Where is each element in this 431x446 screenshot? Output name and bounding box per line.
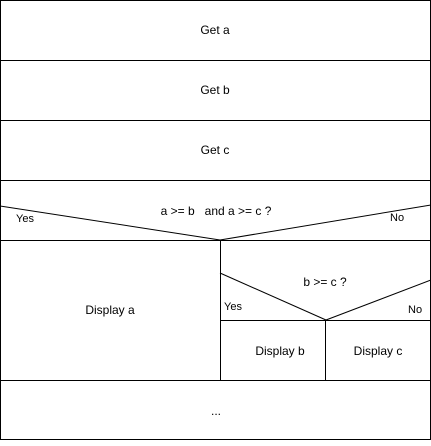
display-c-action: Display c [353, 344, 403, 358]
condition2-text: b >= c ? [303, 275, 347, 289]
condition1-text: a >= b and a >= c ? [160, 204, 272, 218]
display-a-action: Display a [85, 303, 135, 317]
step-get-a: Get a [200, 23, 230, 37]
condition2-yes-label: Yes [224, 301, 242, 313]
display-b-action: Display b [255, 344, 305, 358]
condition2-no-label: No [408, 304, 423, 316]
step-get-c: Get c [200, 143, 230, 157]
condition1-right-diagonal [219, 204, 431, 241]
step-get-b: Get b [200, 83, 230, 97]
footer-ellipsis: ... [210, 404, 222, 418]
condition1-no-label: No [390, 212, 405, 224]
condition2-left-diagonal [219, 272, 327, 321]
condition1-left-diagonal [0, 205, 221, 241]
condition2-right-diagonal [325, 279, 431, 321]
condition1-yes-label: Yes [16, 213, 34, 225]
